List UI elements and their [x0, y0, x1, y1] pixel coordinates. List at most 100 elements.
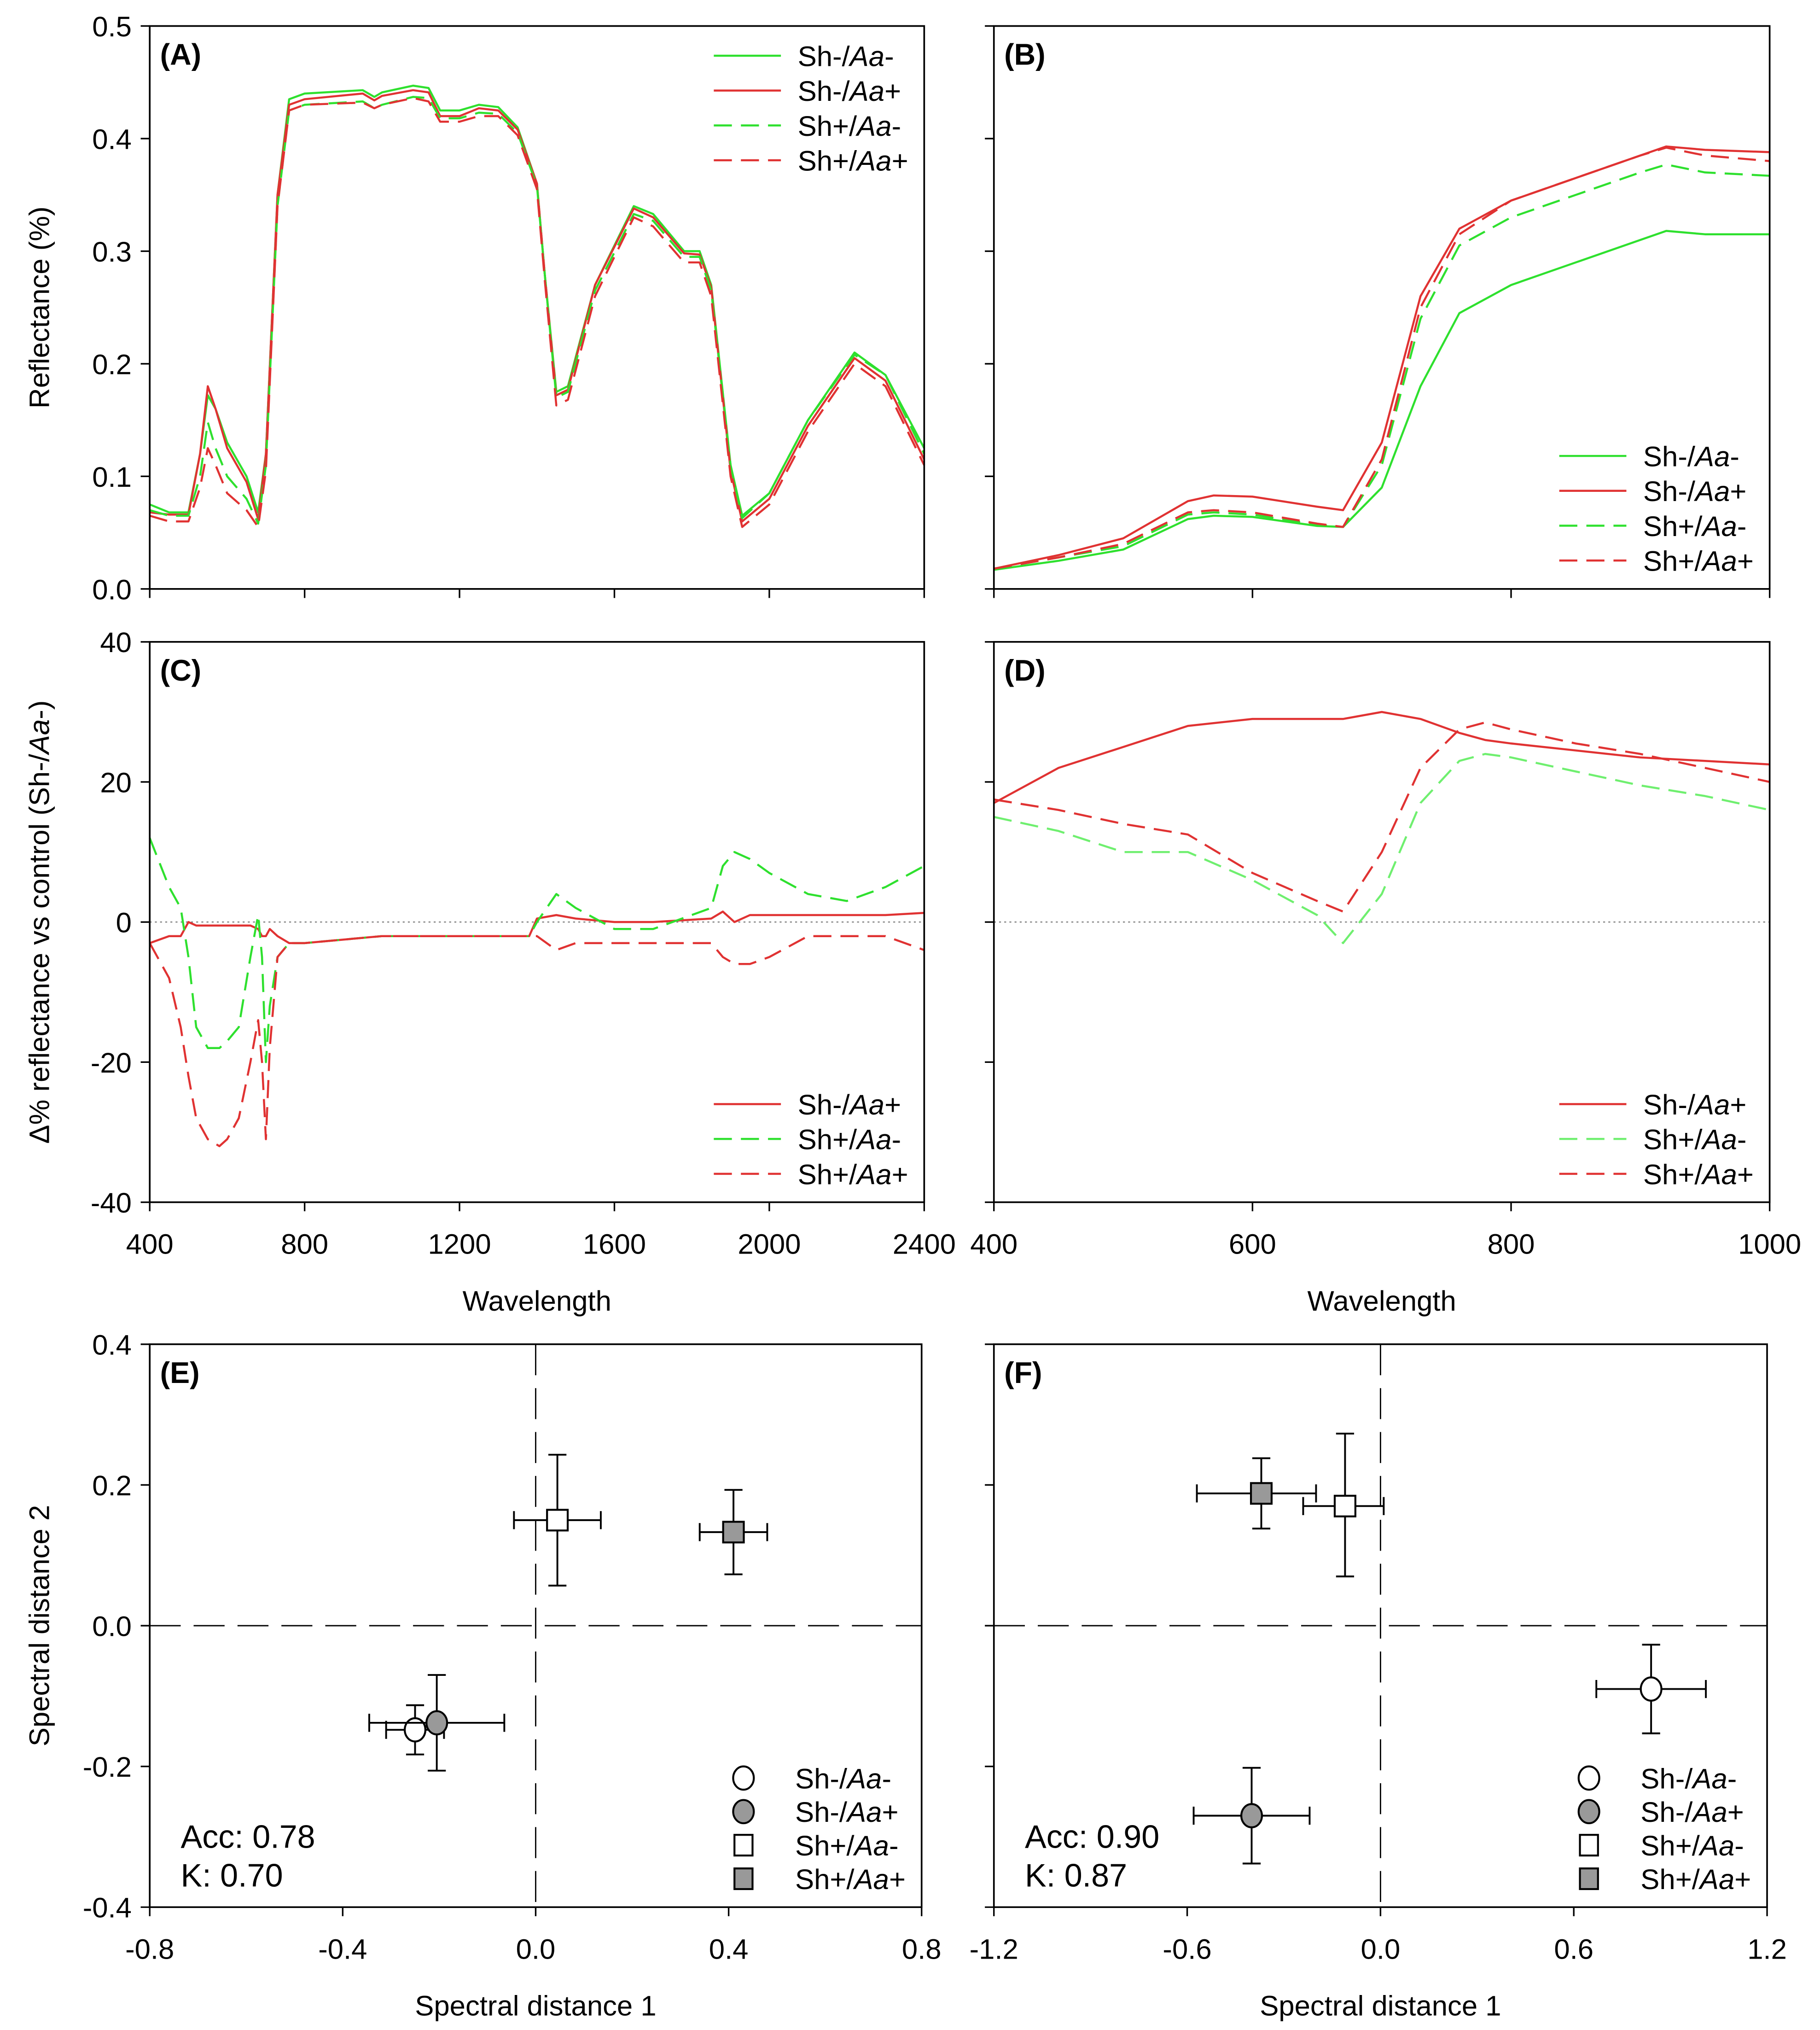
panel-label: (D) [1004, 654, 1045, 687]
legend-label: Sh+/Aa- [1643, 511, 1747, 542]
panel-d: 400 600 800 1000 Wavelength Sh-/Aa+Sh+/Aa-Sh+… [970, 641, 1801, 1317]
y-tick-label: 0.2 [92, 1470, 132, 1502]
y-axis-label: Spectral distance 2 [24, 1505, 56, 1746]
plot-frame [149, 1343, 923, 1908]
legend-label: Sh+/Aa- [1640, 1830, 1744, 1862]
series-line [993, 711, 1770, 804]
legend-label: Sh+/Aa- [798, 1124, 901, 1156]
plot-frame [149, 25, 925, 590]
y-tick-label: 20 [100, 767, 132, 799]
plot-frame [993, 25, 1771, 590]
legend-label: Sh-/Aa+ [1643, 1089, 1747, 1121]
legend-marker-square [733, 1834, 754, 1857]
data-point-square [546, 1509, 569, 1532]
x-tick-label: 400 [126, 1229, 174, 1260]
y-tick-label: -40 [91, 1187, 132, 1219]
data-point-circle [1240, 1803, 1263, 1828]
panel-b: Sh-/Aa- Sh-/Aa+Sh+/Aa- Sh+/Aa+ (B) [985, 25, 1771, 598]
accuracy-annotation: Acc: 0.78 [180, 1819, 315, 1855]
panel-label: (B) [1004, 38, 1045, 71]
y-tick-label: 0 [116, 907, 132, 939]
legend-marker-square [1579, 1834, 1599, 1857]
x-axis-label: Spectral distance 1 [415, 1990, 656, 2022]
x-tick-label: 800 [1488, 1229, 1535, 1260]
x-tick-label: -0.8 [125, 1933, 174, 1965]
series-line [994, 163, 1770, 570]
y-tick-label: 0.4 [92, 123, 132, 155]
data-point-square [1250, 1482, 1273, 1505]
kappa-annotation: K: 0.70 [180, 1857, 283, 1893]
legend-label: Sh+/Aa- [1643, 1124, 1747, 1156]
legend-marker-circle [732, 1765, 755, 1791]
x-tick-label: 1000 [1738, 1229, 1801, 1260]
legend-marker-square [733, 1867, 754, 1890]
legend-label: Sh+/Aa+ [1640, 1864, 1751, 1896]
y-tick-label: -20 [91, 1047, 132, 1079]
series-line [149, 910, 925, 945]
data-point-circle [425, 1710, 448, 1736]
series-line [994, 230, 1770, 571]
legend-label: Sh+/Aa+ [1643, 546, 1754, 578]
legend-label: Sh-/Aa+ [798, 1089, 901, 1121]
series-line [149, 97, 925, 528]
legend-label: Sh+/Aa- [795, 1830, 899, 1862]
legend-label: Sh-/Aa- [798, 41, 894, 72]
data-point-square [722, 1521, 745, 1544]
panel-label: (F) [1004, 1356, 1042, 1389]
x-tick-label: 0.8 [902, 1933, 942, 1965]
x-tick-label: 0.6 [1554, 1933, 1593, 1965]
plot-frame [149, 641, 925, 1203]
legend-label: Sh-/Aa- [1640, 1763, 1737, 1795]
legend-label: Sh-/Aa+ [1640, 1797, 1744, 1828]
panel-a: 0.0 0.1 0.2 0.3 0.4 0.5 Reflectance (%) Sh-/Aa-… [24, 11, 925, 606]
legend-label: Sh+/Aa+ [798, 145, 908, 177]
y-axis-label: Δ% reflectance vs control (Sh-/Aa-) [24, 700, 56, 1144]
series-line [994, 146, 1770, 570]
legend-marker-circle [732, 1799, 755, 1825]
y-tick-label: 0.2 [92, 349, 132, 380]
x-tick-label: 0.0 [516, 1933, 556, 1965]
y-axis-label: Reflectance (%) [24, 206, 56, 408]
legend-label: Sh-/Aa+ [1643, 476, 1747, 508]
x-tick-label: 0.0 [1361, 1933, 1401, 1965]
x-tick-label: 400 [970, 1229, 1018, 1260]
accuracy-annotation: Acc: 0.90 [1025, 1819, 1159, 1855]
x-tick-label: 800 [281, 1229, 328, 1260]
legend-marker-circle [1577, 1799, 1600, 1825]
series-line [994, 721, 1770, 913]
x-axis-label: Wavelength [463, 1285, 611, 1317]
x-tick-label: 1600 [583, 1229, 646, 1260]
x-tick-label: 0.4 [709, 1933, 749, 1965]
series-line [994, 752, 1770, 945]
y-tick-label: 0.1 [92, 461, 132, 493]
x-tick-label: -0.6 [1163, 1933, 1211, 1965]
data-point-circle [403, 1717, 427, 1743]
kappa-annotation: K: 0.87 [1025, 1857, 1127, 1893]
x-tick-label: 600 [1229, 1229, 1276, 1260]
data-point-square [1333, 1494, 1356, 1517]
x-axis-label: Wavelength [1308, 1285, 1456, 1317]
y-tick-label: 0.0 [92, 1611, 132, 1643]
panel-label: (C) [160, 654, 202, 687]
legend-label: Sh+/Aa+ [795, 1864, 906, 1896]
legend-label: Sh-/Aa- [795, 1763, 891, 1795]
x-tick-label: 1.2 [1747, 1933, 1787, 1965]
y-tick-label: -0.4 [83, 1892, 132, 1924]
legend-label: Sh-/Aa- [1643, 441, 1739, 472]
legend-label: Sh+/Aa+ [1643, 1159, 1754, 1190]
y-tick-label: 0.3 [92, 236, 132, 268]
series-line [149, 935, 925, 1148]
y-tick-label: 0.4 [92, 1329, 132, 1361]
panel-e: -0.8 -0.4 0.0 0.4 0.8 -0.4 -0.2 0.0 0.2 0.4 Spectr… [24, 1329, 942, 2022]
x-tick-label: 2400 [893, 1229, 956, 1260]
legend-marker-square [1579, 1867, 1599, 1890]
series-line [149, 837, 925, 1063]
x-tick-label: -0.4 [318, 1933, 367, 1965]
legend-marker-circle [1577, 1765, 1600, 1791]
x-axis-label: Spectral distance 1 [1260, 1990, 1501, 2022]
panel-label: (A) [160, 38, 202, 71]
series-line [149, 96, 925, 525]
legend-label: Sh-/Aa+ [795, 1797, 899, 1828]
y-tick-label: -0.2 [83, 1751, 132, 1783]
